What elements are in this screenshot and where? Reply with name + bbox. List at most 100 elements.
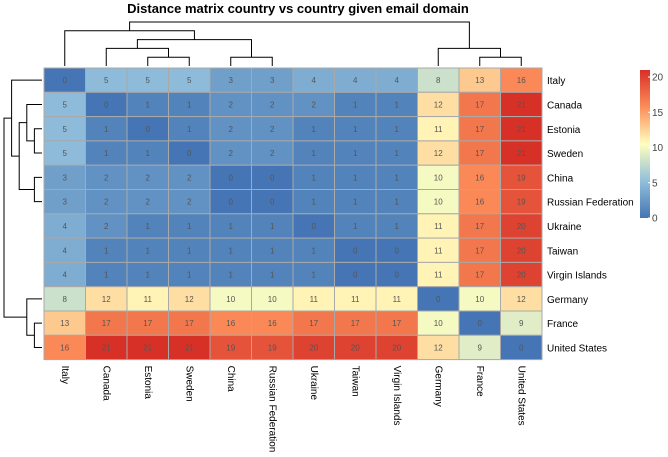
cell-value-label: 1	[353, 125, 358, 134]
cell-value-label: 17	[185, 319, 194, 328]
heatmap-cell	[375, 164, 418, 190]
heatmap-cell	[209, 286, 252, 312]
cell-value-label: 2	[146, 198, 151, 207]
cell-value-label: 11	[434, 222, 443, 231]
cell-value-label: 1	[146, 100, 151, 109]
cell-value-label: 1	[312, 271, 317, 280]
heatmap-cell	[292, 261, 335, 288]
cell-value-label: 5	[63, 149, 68, 158]
heatmap-cell	[292, 237, 335, 263]
cell-value-label: 2	[229, 149, 234, 158]
row-label-estonia: Estonia	[547, 125, 581, 136]
cell-value-label: 10	[268, 295, 277, 304]
cell-value-label: 1	[395, 149, 400, 158]
cell-value-label: 20	[517, 271, 526, 280]
cell-value-label: 1	[395, 100, 400, 109]
cell-value-label: 19	[517, 198, 526, 207]
cell-value-label: 8	[436, 76, 441, 85]
heatmap-cell	[417, 286, 460, 312]
cell-value-label: 0	[229, 198, 234, 207]
column-labels: Italy Canada Estonia Sweden China Russian Fed…	[59, 366, 527, 453]
cell-value-label: 21	[185, 343, 194, 352]
heatmap-cell	[126, 164, 169, 190]
row-dendrogram-branch	[3, 117, 27, 318]
cell-value-label: 1	[104, 149, 109, 158]
cell-value-label: 0	[395, 246, 400, 255]
heatmap-cell	[126, 213, 169, 239]
row-label-sweden: Sweden	[547, 149, 583, 160]
heatmap-cell	[85, 237, 128, 263]
heatmap-cell	[43, 67, 86, 93]
column-dendrogram-branch	[479, 56, 522, 66]
cell-value-label: 2	[187, 198, 192, 207]
heatmap-cell	[334, 67, 377, 93]
cell-value-label: 4	[63, 246, 68, 255]
cell-value-label: 1	[146, 246, 151, 255]
row-dendrogram-branch	[33, 322, 42, 348]
column-dendrogram-branch	[230, 56, 273, 66]
heatmap-cell	[168, 140, 211, 166]
cell-value-label: 11	[144, 295, 153, 304]
cell-value-label: 0	[270, 173, 275, 182]
heatmap-cell	[85, 261, 128, 288]
heatmap-cell	[85, 140, 128, 166]
cell-value-label: 5	[63, 125, 68, 134]
cell-value-label: 2	[270, 125, 275, 134]
cell-value-label: 1	[104, 125, 109, 134]
row-label-united-states: United States	[547, 343, 607, 354]
cell-value-label: 2	[104, 198, 109, 207]
cell-value-label: 1	[353, 198, 358, 207]
row-label-italy: Italy	[547, 76, 565, 87]
column-dendrogram	[64, 21, 522, 66]
cell-value-label: 1	[353, 100, 358, 109]
cell-value-label: 3	[63, 173, 68, 182]
heatmap-cell	[292, 91, 335, 118]
heatmap-cell	[168, 189, 211, 215]
cell-value-label: 0	[519, 343, 524, 352]
cell-value-label: 11	[393, 295, 402, 304]
cell-value-label: 9	[519, 319, 524, 328]
cell-value-label: 12	[434, 149, 443, 158]
column-label-sweden: Sweden	[183, 366, 194, 402]
cell-value-label: 20	[517, 222, 526, 231]
cell-value-label: 2	[270, 100, 275, 109]
heatmap-cell	[168, 334, 211, 361]
heatmap-cell	[85, 91, 128, 118]
cell-value-label: 1	[146, 222, 151, 231]
cell-value-label: 2	[104, 173, 109, 182]
heatmap-cell	[417, 164, 460, 190]
heatmap-cell	[251, 67, 294, 93]
heatmap-cell	[168, 261, 211, 288]
cell-value-label: 1	[395, 125, 400, 134]
heatmap-cell	[458, 91, 501, 118]
cell-value-label: 20	[309, 343, 318, 352]
cell-value-label: 1	[229, 271, 234, 280]
heatmap-cell	[500, 213, 543, 239]
cell-value-label: 17	[475, 246, 484, 255]
row-label-canada: Canada	[547, 100, 582, 111]
heatmap-cell	[500, 164, 543, 190]
heatmap-cell	[168, 310, 211, 336]
cell-value-label: 10	[226, 295, 235, 304]
row-label-china: China	[547, 173, 574, 184]
cell-value-label: 12	[185, 295, 194, 304]
row-dendrogram-branch	[33, 176, 42, 203]
cell-value-label: 2	[187, 173, 192, 182]
cell-value-label: 1	[187, 222, 192, 231]
cell-value-label: 2	[104, 222, 109, 231]
cell-value-label: 12	[102, 295, 111, 304]
cell-value-label: 1	[312, 173, 317, 182]
heatmap-cell	[251, 261, 294, 288]
heatmap-cell	[417, 140, 460, 166]
cell-value-label: 1	[104, 271, 109, 280]
row-dendrogram	[3, 79, 42, 348]
heatmap-cell	[292, 140, 335, 166]
column-label-france: France	[474, 366, 485, 398]
row-label-virgin-islands: Virgin Islands	[547, 271, 607, 282]
chart-title: Distance matrix country vs country given…	[127, 1, 469, 16]
heatmap-cell	[500, 116, 543, 142]
cell-value-label: 0	[146, 125, 151, 134]
row-label-russian-federation: Russian Federation	[547, 198, 634, 209]
column-label-russian-federation: Russian Federation	[266, 366, 277, 453]
heatmap-cell	[417, 213, 460, 239]
